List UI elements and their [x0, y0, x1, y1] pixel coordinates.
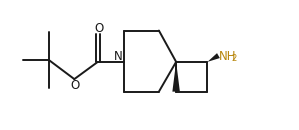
- Text: NH: NH: [219, 50, 237, 63]
- Polygon shape: [172, 62, 180, 92]
- Text: O: O: [71, 79, 80, 92]
- Text: 2: 2: [232, 54, 237, 63]
- Text: O: O: [95, 22, 104, 35]
- Text: N: N: [114, 50, 123, 63]
- Polygon shape: [208, 53, 220, 62]
